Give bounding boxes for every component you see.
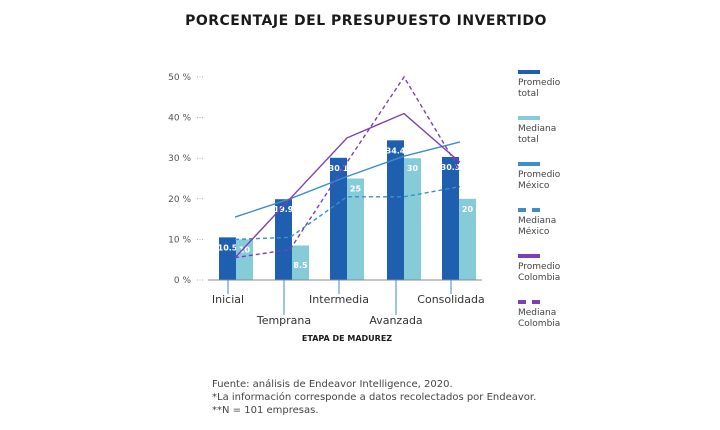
bar-data-label: 10.5 (218, 243, 238, 252)
bar-data-label: 30.1 (329, 164, 349, 173)
legend-swatch (518, 254, 540, 258)
footer: Fuente: análisis de Endeavor Intelligenc… (212, 378, 536, 417)
legend-label: México (518, 226, 550, 237)
legend-swatch (518, 208, 526, 212)
bar-data-label: 30.3 (441, 163, 461, 172)
legend-label: Promedio (518, 262, 561, 272)
legend: PromediototalMedianatotalPromedioMéxicoM… (518, 70, 561, 329)
bar (236, 239, 253, 280)
legend-swatch (532, 208, 540, 212)
legend-label: México (518, 180, 550, 191)
y-tick-label: 10 % (168, 235, 191, 245)
y-tick-label: 50 % (168, 73, 191, 83)
legend-label: Mediana (518, 216, 556, 226)
chart-title: PORCENTAJE DEL PRESUPUESTO INVERTIDO (185, 13, 547, 29)
bar (219, 237, 236, 280)
legend-label: Colombia (518, 273, 560, 283)
x-tick-label: Temprana (256, 314, 311, 327)
series-line (234, 75, 461, 259)
legend-label: Mediana (518, 308, 556, 318)
y-axis: 0 % 10 % 20 % 30 % 40 % 50 % (168, 73, 204, 286)
legend-swatch (518, 300, 526, 304)
bar (387, 140, 404, 280)
bar (404, 158, 421, 280)
bar (442, 156, 459, 280)
legend-swatch (532, 300, 540, 304)
footnote-1: *La información corresponde a datos reco… (212, 392, 537, 403)
series-line (234, 185, 461, 241)
bar (459, 198, 476, 280)
bar-data-label: 34.4 (386, 146, 406, 155)
footnote-2: **N = 101 empresas. (212, 405, 319, 416)
series-line (234, 112, 461, 259)
bar-data-label: 20 (462, 205, 474, 214)
bar-data-label: 8.5 (293, 261, 308, 270)
legend-swatch (518, 116, 540, 120)
bar-data-label: 19.9 (274, 205, 294, 214)
bar (292, 245, 309, 280)
y-tick-label: 20 % (168, 195, 191, 205)
lines (234, 75, 461, 259)
bar (330, 157, 347, 280)
bar (347, 178, 364, 280)
x-axis-label: ETAPA DE MADUREZ (302, 334, 392, 343)
legend-swatch (518, 162, 540, 166)
x-tick-label: Inicial (212, 293, 244, 306)
legend-swatch (518, 70, 540, 74)
bar-data-label: 30 (407, 164, 419, 173)
bar (275, 199, 292, 280)
bar-data-label: 10 (239, 245, 251, 254)
source-note: Fuente: análisis de Endeavor Intelligenc… (212, 379, 453, 390)
bar-data-label: 25 (350, 185, 362, 194)
x-tick-label: Consolidada (417, 293, 484, 306)
series-line (234, 141, 461, 218)
y-tick-label: 0 % (174, 276, 192, 286)
x-tick-label: Avanzada (369, 314, 422, 327)
y-tick-label: 40 % (168, 114, 191, 124)
legend-label: Colombia (518, 319, 560, 329)
legend-label: Promedio (518, 78, 561, 88)
legend-label: Mediana (518, 124, 556, 134)
y-tick-label: 30 % (168, 154, 191, 164)
legend-label: total (518, 89, 539, 99)
legend-label: total (518, 135, 539, 145)
legend-label: Promedio (518, 170, 561, 180)
x-tick-label: Intermedia (309, 293, 369, 306)
